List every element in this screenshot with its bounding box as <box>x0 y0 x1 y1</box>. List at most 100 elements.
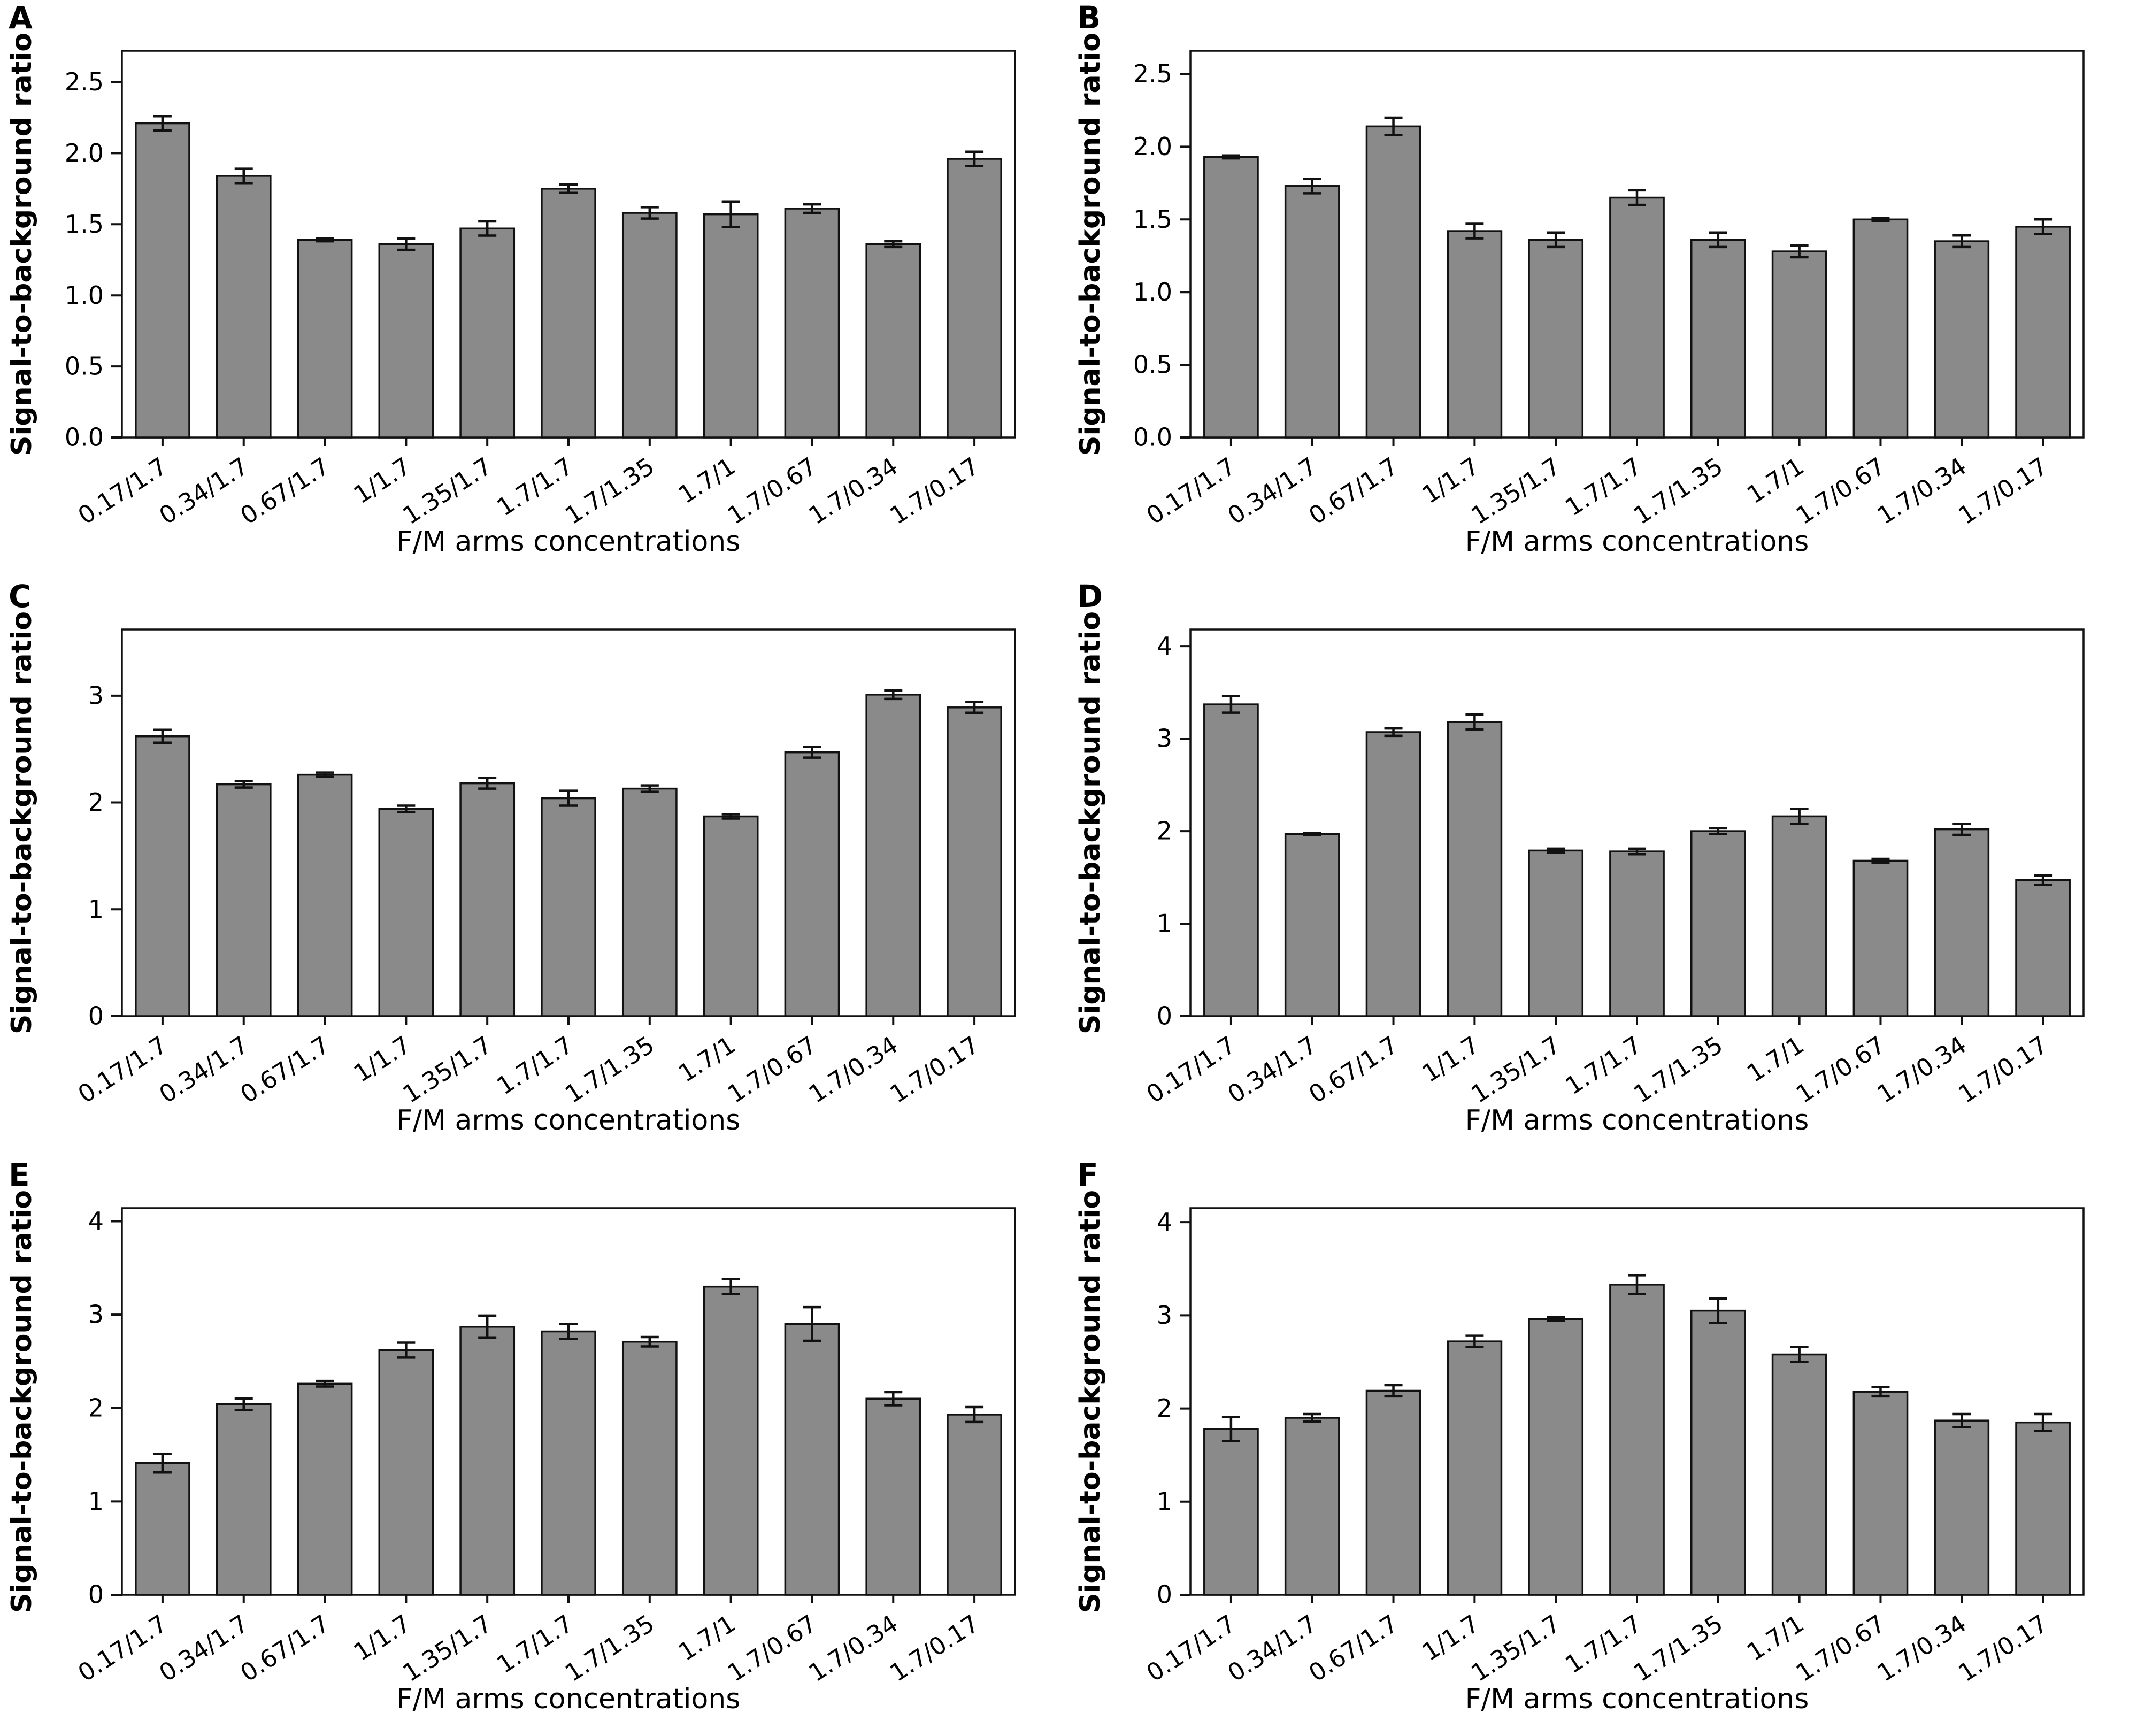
x-tick-label: 1.7/0.17 <box>1953 1031 2053 1109</box>
error-bar <box>397 237 416 251</box>
panel-label-a: A <box>9 0 33 36</box>
x-tick-label: 0.67/1.7 <box>1304 1031 1403 1109</box>
y-tick-label: 1 <box>1157 909 1172 938</box>
bar <box>947 158 1002 439</box>
bar <box>865 694 921 1017</box>
y-tick-label: 2.0 <box>1133 132 1172 161</box>
y-tick-label: 2 <box>1157 1394 1172 1423</box>
error-bar <box>1221 695 1240 714</box>
bar <box>1203 1428 1259 1596</box>
error-bar <box>478 1314 497 1339</box>
error-bar <box>1384 1384 1403 1398</box>
error-bar <box>1628 189 1646 206</box>
error-bar <box>2034 218 2053 235</box>
error-bar <box>803 203 821 214</box>
y-axis-title: Signal-to-background ratio <box>1074 611 1106 1034</box>
error-bar <box>803 1305 821 1342</box>
error-bar <box>640 206 659 220</box>
panel-e: E 0 1 2 3 4 0.17/1.7 0.34/1.7 0.67/1.7 1/1.7 1.35… <box>0 1157 1068 1736</box>
x-tick-label: 1.7/1.35 <box>1628 1609 1728 1687</box>
bar <box>1690 1309 1746 1596</box>
bar <box>1852 1391 1909 1596</box>
x-tick-label: 0.17/1.7 <box>1141 1609 1241 1687</box>
x-axis-title: F/M arms concentrations <box>1465 1683 1809 1715</box>
x-tick-label: 1.7/0.67 <box>722 1609 822 1687</box>
x-tick-label: 1.7/0.34 <box>1872 1031 1972 1109</box>
x-tick-label: 1.7/0.17 <box>885 452 984 530</box>
chart-svg: 0.0 0.5 1.0 1.5 2.0 2.5 0.17/1.70.34/1.70.67/1… <box>1074 33 2085 558</box>
panel-label-e: E <box>9 1157 30 1193</box>
bar <box>2015 1421 2071 1596</box>
bar <box>2015 879 2071 1017</box>
y-tick-label: 0 <box>1157 1580 1172 1609</box>
bar <box>297 239 353 439</box>
x-tick-label: 1.7/1.35 <box>560 1609 659 1687</box>
error-bar <box>803 746 821 759</box>
bar <box>1365 731 1421 1017</box>
error-bar <box>1303 177 1321 195</box>
error-bar <box>1547 847 1565 854</box>
y-tick-label: 0.0 <box>1133 423 1172 452</box>
bar <box>378 243 434 439</box>
x-tick-label: 0.34/1.7 <box>154 452 253 530</box>
bar <box>297 1382 353 1596</box>
error-bar <box>1709 231 1727 249</box>
bar <box>459 227 516 439</box>
bar-chart-d: 0 1 2 3 4 0.17/1.7 0.34/1.7 0.67/1.7 1/1.7 1.35/1… <box>1068 579 2137 1157</box>
y-tick-label: 0 <box>88 1002 104 1031</box>
bar <box>541 188 596 439</box>
error-bar <box>559 1323 578 1340</box>
bar <box>703 213 759 439</box>
bar <box>1934 240 1990 439</box>
error-bar <box>1952 1412 1971 1428</box>
x-tick-label: 1.35/1.7 <box>1466 1609 1566 1687</box>
error-bar <box>1871 217 1890 222</box>
error-bar <box>1709 1297 1727 1324</box>
y-tick-label: 1.5 <box>1133 205 1172 234</box>
x-tick-label: 1.7/0.34 <box>1872 452 1972 530</box>
bar <box>1365 125 1421 439</box>
error-bar <box>884 240 903 249</box>
x-tick-label: 1.7/1.35 <box>1628 452 1728 530</box>
chart-svg: 0.0 0.5 1.0 1.5 2.0 2.5 0.17/1.70.34/1.70.67/1… <box>6 33 1016 558</box>
x-tick-label: 1.7/0.34 <box>804 452 903 530</box>
bar <box>1447 721 1503 1017</box>
error-bar <box>1952 822 1971 836</box>
bar <box>541 1330 596 1596</box>
bar <box>1690 830 1746 1017</box>
y-tick-label: 0.5 <box>65 352 104 381</box>
x-tick-label: 1.7/0.17 <box>885 1031 984 1109</box>
error-bar <box>153 728 172 744</box>
x-tick-label: 1.35/1.7 <box>398 1031 497 1109</box>
error-bar <box>397 1341 416 1359</box>
bar <box>2015 226 2071 439</box>
bar <box>1771 250 1827 439</box>
y-tick-label: 4 <box>1157 1208 1172 1236</box>
error-bar <box>721 200 740 228</box>
error-bar <box>1628 1274 1646 1295</box>
error-bar <box>1303 1412 1321 1423</box>
error-bar <box>153 115 172 132</box>
y-tick-label: 2 <box>88 1393 104 1422</box>
y-axis-title: Signal-to-background ratio <box>6 611 38 1034</box>
x-tick-label: 1.35/1.7 <box>1466 1031 1566 1109</box>
y-tick-label: 3 <box>88 681 104 710</box>
x-tick-label: 1.35/1.7 <box>398 1609 497 1687</box>
y-tick-label: 2 <box>1157 817 1172 846</box>
x-tick-label: 1.7/0.34 <box>1872 1609 1972 1687</box>
error-bar <box>234 1397 253 1411</box>
error-bar <box>1790 808 1809 825</box>
bar <box>1934 828 1990 1017</box>
bar <box>784 208 840 439</box>
bar <box>703 1285 759 1596</box>
bar <box>947 1414 1002 1596</box>
bar <box>1447 1340 1503 1596</box>
bar <box>1528 849 1584 1017</box>
y-tick-label: 3 <box>1157 1301 1172 1330</box>
bar <box>1771 815 1827 1017</box>
bar <box>865 243 921 439</box>
x-tick-label: 1.7/0.67 <box>722 1031 822 1109</box>
y-tick-label: 1.5 <box>65 210 104 239</box>
y-tick-label: 0.5 <box>1133 350 1172 379</box>
